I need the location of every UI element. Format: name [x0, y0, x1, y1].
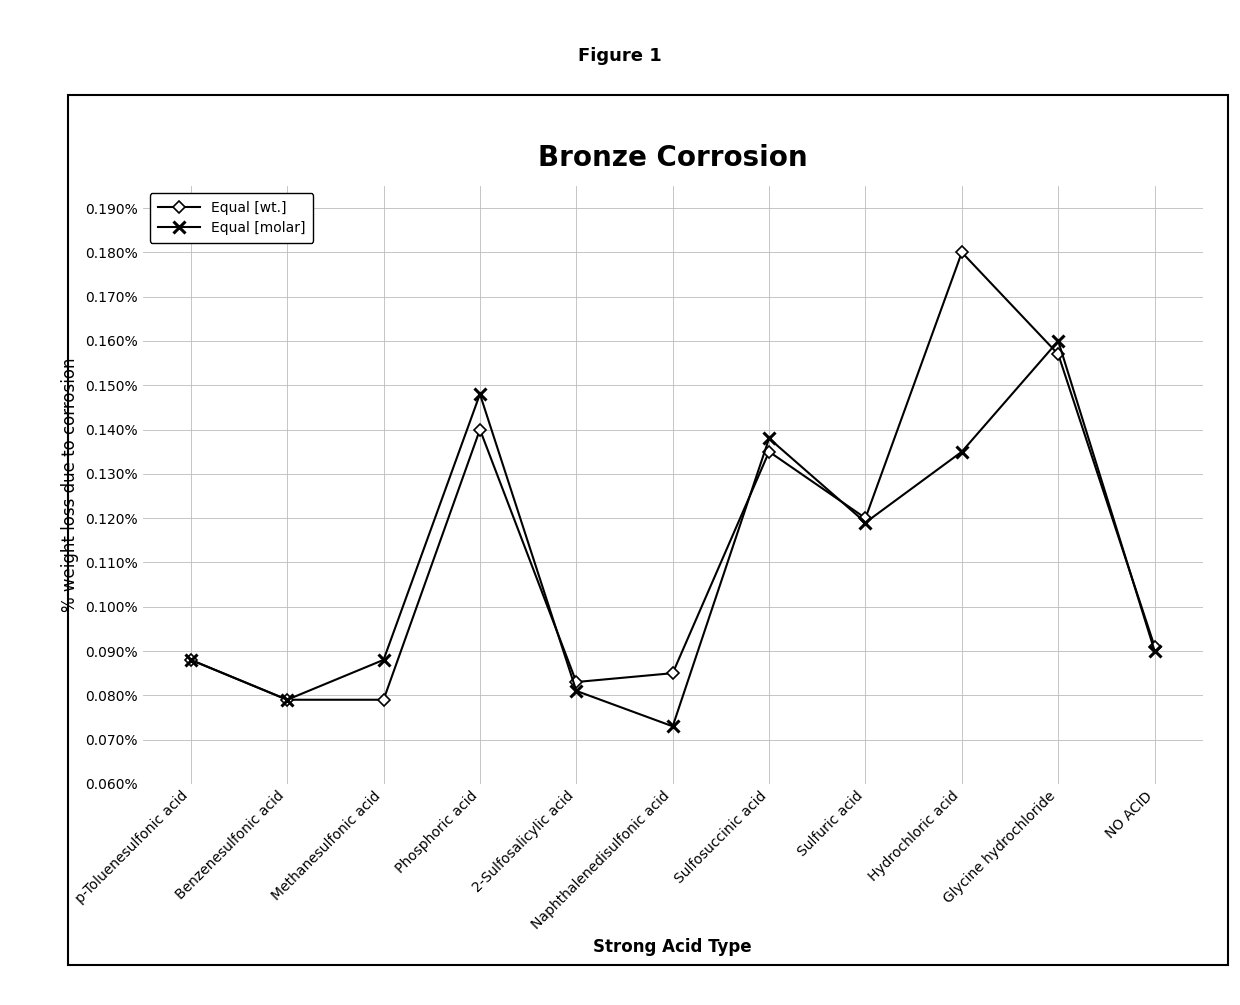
Equal [molar]	[761, 432, 776, 444]
Equal [molar]	[1050, 335, 1065, 347]
Equal [molar]	[955, 445, 970, 457]
Y-axis label: % weight loss due to corrosion: % weight loss due to corrosion	[62, 358, 79, 612]
Equal [molar]	[184, 654, 198, 666]
Equal [wt.]	[1050, 348, 1065, 360]
Text: Figure 1: Figure 1	[578, 47, 662, 65]
Equal [wt.]	[376, 693, 391, 706]
Legend: Equal [wt.], Equal [molar]: Equal [wt.], Equal [molar]	[150, 193, 314, 243]
Equal [wt.]	[184, 654, 198, 666]
Equal [molar]	[665, 721, 680, 733]
Equal [molar]	[376, 654, 391, 666]
Equal [molar]	[1147, 645, 1162, 657]
Equal [wt.]	[1147, 640, 1162, 652]
Line: Equal [molar]: Equal [molar]	[185, 336, 1161, 732]
Equal [wt.]	[955, 246, 970, 258]
Equal [molar]	[280, 693, 295, 706]
Line: Equal [wt.]: Equal [wt.]	[187, 248, 1158, 704]
Equal [wt.]	[472, 423, 487, 435]
Equal [wt.]	[858, 513, 873, 525]
Equal [wt.]	[569, 676, 584, 688]
Equal [wt.]	[280, 693, 295, 706]
Equal [wt.]	[761, 445, 776, 457]
X-axis label: Strong Acid Type: Strong Acid Type	[594, 938, 751, 956]
Equal [molar]	[858, 517, 873, 529]
Equal [molar]	[472, 388, 487, 400]
Equal [wt.]	[665, 667, 680, 679]
Equal [molar]	[569, 684, 584, 696]
Title: Bronze Corrosion: Bronze Corrosion	[538, 145, 807, 173]
